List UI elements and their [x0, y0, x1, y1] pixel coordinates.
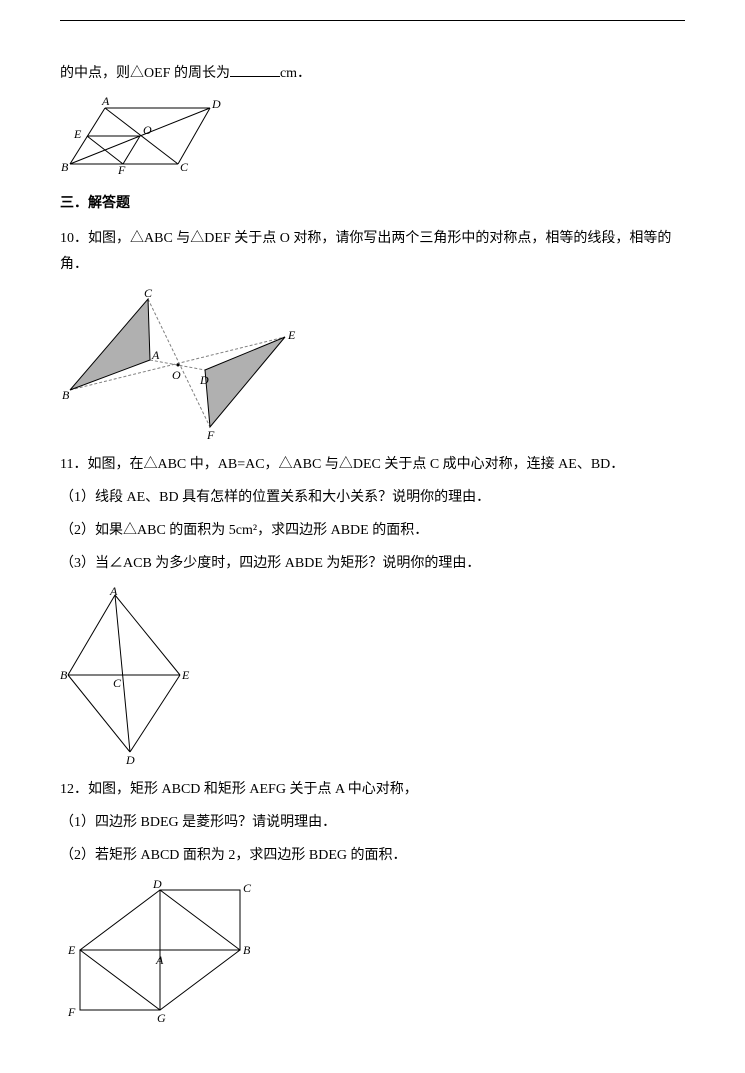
q12-part2: （2）若矩形 ABCD 面积为 2，求四边形 BDEG 的面积．: [60, 843, 685, 868]
svg-text:B: B: [61, 160, 69, 174]
q11-part1: （1）线段 AE、BD 具有怎样的位置关系和大小关系？说明你的理由．: [60, 485, 685, 510]
svg-text:B: B: [62, 388, 70, 402]
figure-q11: A B C E D: [60, 587, 685, 767]
q11-intro: 11．如图，在△ABC 中，AB=AC，△ABC 与△DEC 关于点 C 成中心…: [60, 452, 685, 477]
svg-text:O: O: [143, 123, 152, 137]
svg-text:E: E: [287, 328, 296, 342]
section-3-title: 三．解答题: [60, 191, 685, 216]
svg-text:C: C: [180, 160, 189, 174]
q12-svg: A B C D E F G: [60, 878, 260, 1023]
svg-text:A: A: [101, 96, 110, 108]
figure-q12: A B C D E F G: [60, 878, 685, 1023]
svg-text:B: B: [243, 943, 251, 957]
q11-svg: A B C E D: [60, 587, 200, 767]
svg-text:E: E: [181, 668, 190, 682]
svg-text:D: D: [152, 878, 162, 891]
svg-text:F: F: [117, 163, 126, 176]
q12-intro: 12．如图，矩形 ABCD 和矩形 AEFG 关于点 A 中心对称，: [60, 777, 685, 802]
fragment-line: 的中点，则△OEF 的周长为 cm．: [60, 61, 685, 86]
svg-text:D: D: [211, 97, 221, 111]
svg-text:C: C: [144, 287, 153, 300]
blank-field: [230, 62, 280, 77]
top-horizontal-rule: [60, 20, 685, 21]
fragment-text-after: cm．: [280, 66, 311, 81]
q11-part3: （3）当∠ACB 为多少度时，四边形 ABDE 为矩形？说明你的理由．: [60, 551, 685, 576]
svg-text:A: A: [155, 953, 164, 967]
fragment-text-before: 的中点，则△OEF 的周长为: [60, 66, 230, 81]
svg-text:E: E: [73, 127, 82, 141]
svg-text:D: D: [125, 753, 135, 767]
parallelogram-svg: A D B C E F O: [60, 96, 235, 176]
svg-text:O: O: [172, 368, 181, 382]
q11-part2: （2）如果△ABC 的面积为 5cm²，求四边形 ABDE 的面积．: [60, 518, 685, 543]
svg-text:D: D: [199, 373, 209, 387]
svg-text:E: E: [67, 943, 76, 957]
svg-text:A: A: [151, 348, 160, 362]
page-container: 的中点，则△OEF 的周长为 cm． A D B C E F O 三．解答题: [0, 0, 745, 1073]
svg-text:A: A: [109, 587, 118, 598]
svg-text:C: C: [113, 676, 122, 690]
svg-text:B: B: [60, 668, 68, 682]
figure-parallelogram: A D B C E F O: [60, 96, 685, 176]
svg-text:F: F: [67, 1005, 76, 1019]
q12-part1: （1）四边形 BDEG 是菱形吗？请说明理由．: [60, 810, 685, 835]
svg-text:G: G: [157, 1011, 166, 1023]
q10-text: 10．如图，△ABC 与△DEF 关于点 O 对称，请你写出两个三角形中的对称点…: [60, 226, 685, 276]
q10-svg: A B C D E F O: [60, 287, 300, 442]
svg-text:F: F: [206, 428, 215, 442]
svg-text:C: C: [243, 881, 252, 895]
figure-q10: A B C D E F O: [60, 287, 685, 442]
